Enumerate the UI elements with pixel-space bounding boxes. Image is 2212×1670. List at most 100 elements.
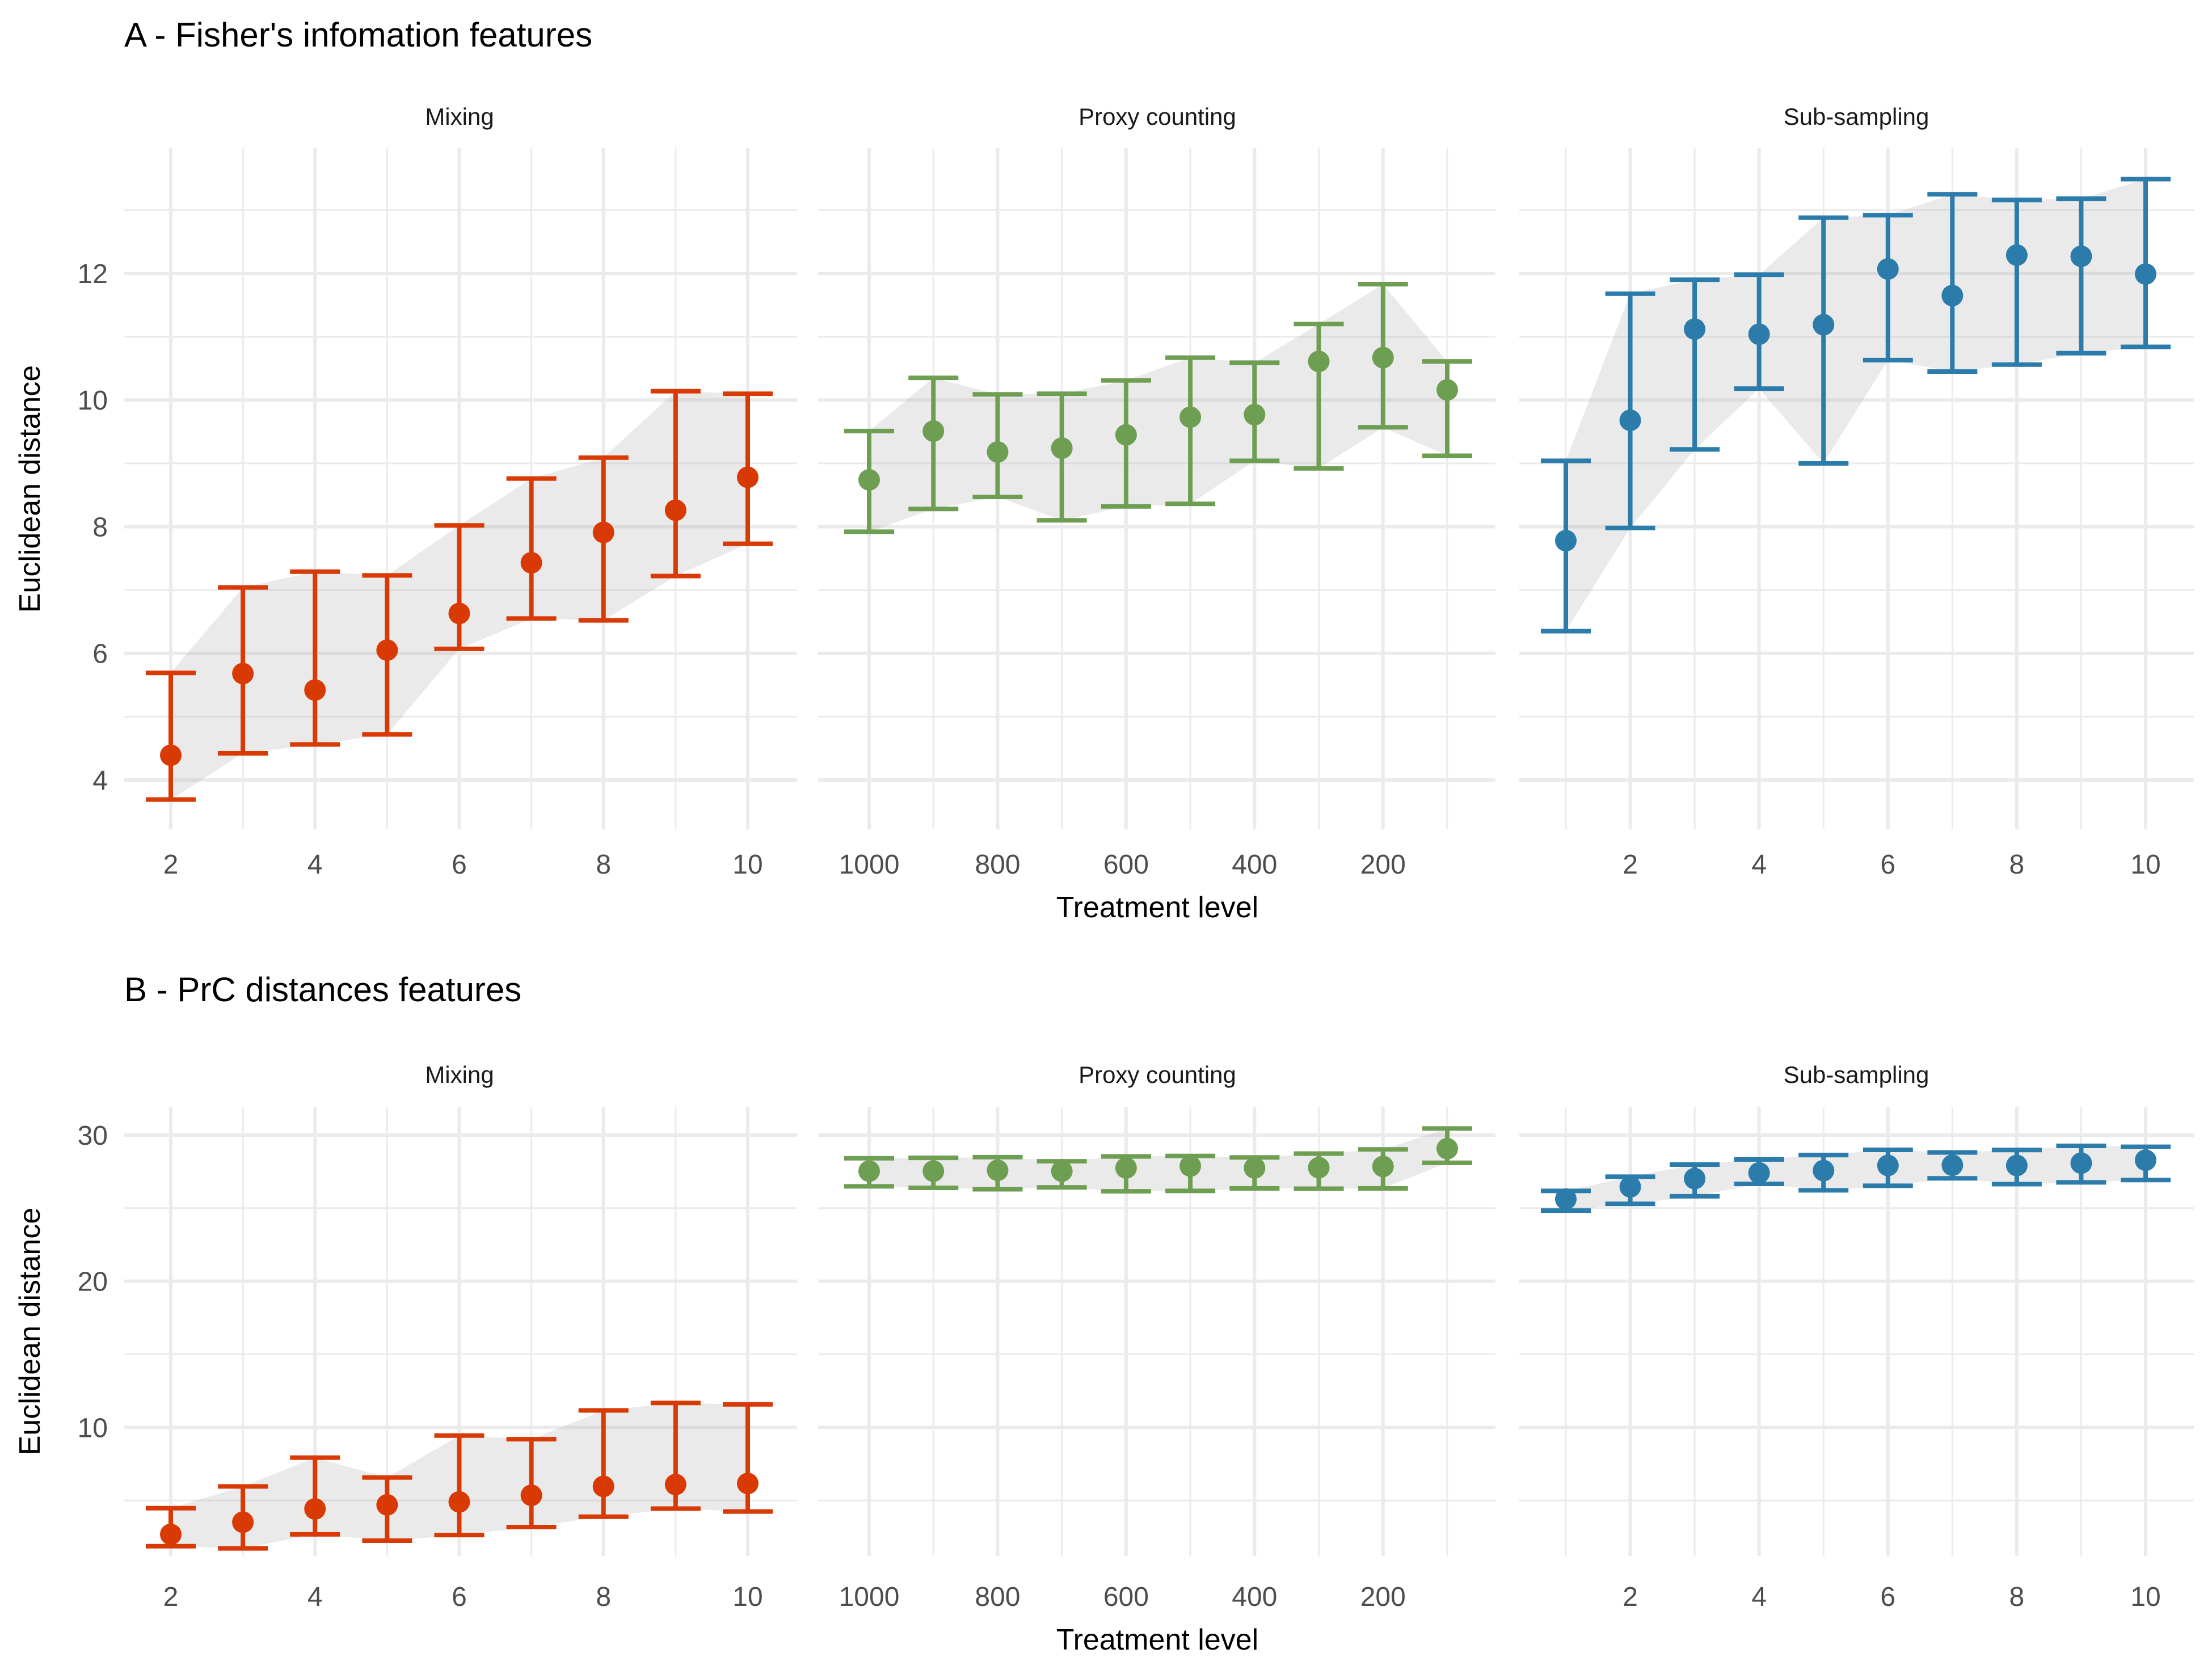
data-point	[448, 1491, 470, 1513]
panel-b-strip-mixing: Mixing	[425, 1061, 494, 1088]
error-bar	[2056, 1144, 2106, 1185]
panel-b-strip-proxy-counting: Proxy counting	[1078, 1061, 1236, 1088]
error-bar	[1670, 277, 1720, 452]
error-bar	[146, 670, 196, 802]
data-point	[1941, 285, 1964, 307]
panel-a-x-axis-label: Treatment level	[1056, 891, 1258, 924]
data-point	[376, 639, 398, 661]
data-point	[1436, 1137, 1458, 1159]
x-tick-label: 400	[1232, 1582, 1277, 1612]
y-tick-label: 10	[78, 386, 108, 416]
y-tick-label: 4	[92, 766, 108, 796]
error-bar	[650, 389, 701, 579]
data-point	[2135, 1149, 2156, 1171]
error-bar	[146, 1505, 196, 1549]
data-point	[1813, 1159, 1835, 1182]
x-tick-label: 2	[163, 850, 179, 880]
facet-b-proxy-counting: 1000 800 600 400 200	[818, 1107, 1495, 1612]
data-point	[987, 441, 1009, 463]
error-bar	[506, 476, 557, 621]
error-bar	[218, 1484, 268, 1551]
data-point	[1877, 1154, 1899, 1176]
error-bar	[1670, 1162, 1720, 1199]
data-point	[1555, 1188, 1577, 1210]
data-point	[1115, 424, 1137, 446]
data-point	[520, 1485, 542, 1507]
data-point	[737, 466, 759, 488]
data-point	[1308, 351, 1330, 373]
x-tick-label: 200	[1360, 1582, 1406, 1612]
data-point	[1372, 1155, 1394, 1178]
data-point	[160, 1523, 182, 1545]
error-bar	[1422, 1126, 1472, 1165]
data-point	[1877, 258, 1899, 280]
panel-a-strip-proxy-counting: Proxy counting	[1078, 103, 1236, 130]
y-tick-label: 30	[78, 1121, 108, 1151]
y-tick-label: 20	[78, 1267, 108, 1297]
error-bar	[1798, 1153, 1849, 1193]
error-bar	[1165, 355, 1216, 507]
error-bar	[908, 376, 959, 512]
x-tick-label: 600	[1103, 1582, 1149, 1612]
x-tick-label: 8	[596, 1582, 611, 1612]
data-point	[922, 420, 945, 442]
x-tick-label: 4	[307, 1582, 323, 1612]
x-tick-label: 10	[732, 850, 762, 880]
error-bar	[844, 428, 894, 534]
error-bar	[1605, 291, 1655, 530]
data-point	[160, 744, 182, 766]
panel-b-strip-sub-sampling: Sub-sampling	[1784, 1061, 1929, 1088]
error-bar	[1734, 1157, 1784, 1187]
error-bar	[1101, 1154, 1151, 1194]
x-tick-label: 1000	[839, 1582, 900, 1612]
error-bar	[1927, 1150, 1978, 1181]
data-point	[2070, 245, 2092, 267]
x-tick-label: 8	[2009, 850, 2025, 880]
x-tick-label: 6	[452, 1582, 467, 1612]
x-tick-label: 10	[2130, 850, 2160, 880]
error-bar	[1863, 1147, 1913, 1188]
data-point	[1813, 314, 1835, 336]
x-tick-label: 600	[1103, 850, 1149, 880]
error-bar	[1798, 215, 1849, 466]
panel-b: B - PrC distances features Euclidean dis…	[14, 971, 2194, 1656]
facet-a-mixing: 4 6 8 10 12 2 4 6 8 10	[78, 148, 797, 880]
error-bar	[1294, 322, 1344, 471]
data-point	[2070, 1152, 2092, 1174]
x-tick-label: 8	[2009, 1582, 2025, 1612]
error-bar	[218, 585, 268, 756]
data-point	[592, 1475, 614, 1498]
data-point	[520, 552, 542, 574]
x-tick-label: 1000	[839, 850, 900, 880]
ribbon-band	[869, 284, 1447, 532]
x-tick-label: 10	[2130, 1582, 2160, 1612]
error-bar	[908, 1155, 959, 1190]
error-bar	[1863, 213, 1913, 362]
error-bar	[2121, 1144, 2171, 1183]
error-bar	[290, 569, 340, 747]
panel-a-title: A - Fisher's infomation features	[124, 16, 592, 54]
error-bar	[1358, 281, 1408, 430]
data-point	[1179, 1155, 1202, 1177]
error-bar	[1541, 458, 1591, 634]
error-bar	[290, 1455, 340, 1537]
x-tick-label: 400	[1232, 850, 1277, 880]
error-bar	[2056, 196, 2106, 356]
error-bar	[1927, 192, 1978, 374]
panel-a-y-axis-label: Euclidean distance	[14, 365, 47, 613]
x-tick-label: 200	[1360, 850, 1406, 880]
error-bar	[1991, 1148, 2042, 1187]
data-point	[664, 1474, 686, 1496]
error-bar	[2121, 176, 2171, 349]
data-point	[592, 521, 614, 543]
x-tick-label: 2	[1623, 1582, 1638, 1612]
error-bar	[650, 1401, 701, 1511]
data-point	[858, 1160, 880, 1182]
data-point	[1619, 409, 1641, 431]
panel-b-y-axis-label: Euclidean distance	[14, 1208, 47, 1456]
x-tick-label: 10	[732, 1582, 762, 1612]
data-point	[2005, 1154, 2028, 1176]
data-point	[376, 1494, 398, 1516]
x-tick-label: 8	[596, 850, 611, 880]
panel-b-x-axis-label: Treatment level	[1056, 1623, 1258, 1656]
